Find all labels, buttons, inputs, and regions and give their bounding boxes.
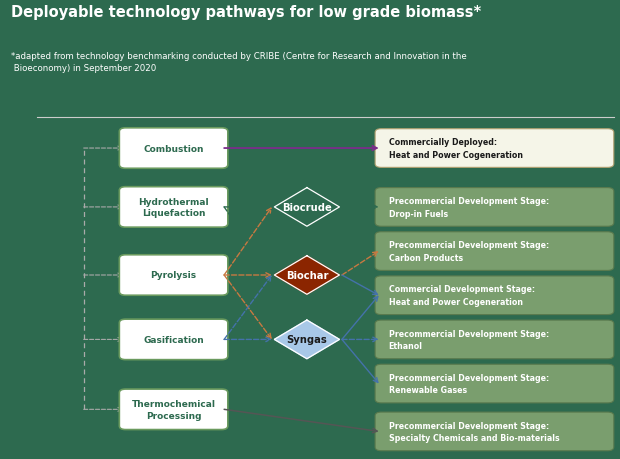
FancyBboxPatch shape	[375, 320, 614, 359]
Text: Conversion Technology: Conversion Technology	[109, 105, 238, 115]
FancyBboxPatch shape	[119, 129, 228, 169]
FancyBboxPatch shape	[375, 188, 614, 227]
Text: *adapted from technology benchmarking conducted by CRIBE (Centre for Research an: *adapted from technology benchmarking co…	[11, 51, 467, 73]
Text: Pyrolysis: Pyrolysis	[151, 271, 197, 280]
Text: Deployable technology pathways for low grade biomass*: Deployable technology pathways for low g…	[11, 5, 481, 20]
Text: Gasification: Gasification	[143, 335, 204, 344]
FancyBboxPatch shape	[375, 412, 614, 451]
FancyBboxPatch shape	[119, 319, 228, 360]
Text: Low: Low	[16, 240, 37, 249]
Text: Grade: Grade	[16, 259, 48, 268]
Text: Primary Product: Primary Product	[261, 105, 353, 115]
Polygon shape	[275, 320, 340, 359]
Text: Commercially Deployed:
Heat and Power Cogeneration: Commercially Deployed: Heat and Power Co…	[389, 138, 523, 159]
Text: Thermochemical
Processing: Thermochemical Processing	[131, 399, 216, 420]
FancyBboxPatch shape	[375, 276, 614, 315]
Text: Commercial Development Stage:
Heat and Power Cogeneration: Commercial Development Stage: Heat and P…	[389, 285, 535, 306]
Text: Woody: Woody	[16, 278, 51, 287]
Text: Biomass: Biomass	[16, 297, 60, 306]
Text: Precommercial Development Stage:
Drop-in Fuels: Precommercial Development Stage: Drop-in…	[389, 197, 549, 218]
Polygon shape	[275, 188, 340, 227]
Text: Precommercial Development Stage:
Ethanol: Precommercial Development Stage: Ethanol	[389, 329, 549, 350]
FancyBboxPatch shape	[375, 232, 614, 271]
FancyBboxPatch shape	[119, 389, 228, 430]
Text: Combustion: Combustion	[143, 144, 204, 153]
Text: Precommercial Development Stage:
Carbon Products: Precommercial Development Stage: Carbon …	[389, 241, 549, 262]
Text: Syngas: Syngas	[286, 335, 327, 345]
Text: Biochar: Biochar	[286, 270, 328, 280]
Text: Precommercial Development Stage:
Specialty Chemicals and Bio-materials: Precommercial Development Stage: Special…	[389, 421, 559, 442]
Text: Development Stage and Final Product: Development Stage and Final Product	[367, 105, 582, 115]
Text: Precommercial Development Stage:
Renewable Gases: Precommercial Development Stage: Renewab…	[389, 373, 549, 394]
Text: Residual: Residual	[16, 316, 61, 325]
FancyBboxPatch shape	[375, 364, 614, 403]
FancyBboxPatch shape	[375, 129, 614, 168]
FancyBboxPatch shape	[119, 255, 228, 296]
Text: Hydrothermal
Liquefaction: Hydrothermal Liquefaction	[138, 197, 209, 218]
FancyBboxPatch shape	[119, 187, 228, 228]
Text: Biocrude: Biocrude	[282, 202, 332, 213]
Polygon shape	[275, 256, 340, 295]
